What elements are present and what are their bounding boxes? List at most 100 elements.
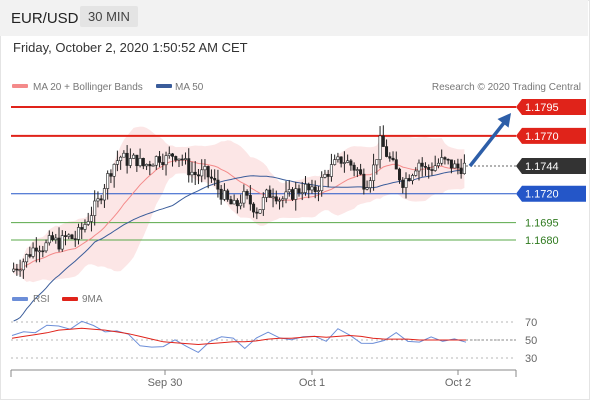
candle-body xyxy=(18,269,22,272)
candle xyxy=(420,157,424,177)
candle-body xyxy=(109,173,113,177)
candle xyxy=(307,182,311,199)
candle-body xyxy=(398,168,402,181)
candle-body xyxy=(456,163,460,169)
candle xyxy=(414,167,418,177)
header-bar: EUR/USD 30 MIN xyxy=(0,0,588,36)
candle xyxy=(248,185,252,211)
candle xyxy=(462,154,466,175)
candle-body xyxy=(355,169,359,171)
candle-body xyxy=(239,202,243,207)
candle-body xyxy=(443,157,447,160)
candle xyxy=(34,237,38,263)
candle xyxy=(404,172,408,199)
candle xyxy=(261,192,265,216)
ma50-legend-swatch xyxy=(156,84,172,88)
candle-body xyxy=(329,164,333,177)
candle xyxy=(89,206,93,232)
candle-body xyxy=(346,160,350,163)
candle xyxy=(167,146,171,159)
candle xyxy=(372,153,376,191)
candle-body xyxy=(222,190,226,200)
candle-body xyxy=(381,135,385,147)
candle xyxy=(323,169,327,179)
candle xyxy=(401,177,405,194)
candle xyxy=(132,153,136,159)
candle xyxy=(303,175,307,196)
candle xyxy=(336,152,340,163)
candle-body xyxy=(271,196,275,199)
candle xyxy=(196,168,200,185)
candle-body xyxy=(145,163,149,167)
candle xyxy=(203,159,207,180)
rsi-ma-line xyxy=(11,327,466,346)
rsi-ma-legend-label: 9MA xyxy=(82,294,103,305)
rsi-legend-swatch xyxy=(12,297,28,301)
forecast-arrow xyxy=(468,113,511,168)
candle-body xyxy=(67,234,71,237)
candle xyxy=(21,258,25,279)
candle xyxy=(51,231,55,242)
candle xyxy=(433,155,437,172)
candle xyxy=(138,148,142,168)
candle xyxy=(394,151,398,170)
candle xyxy=(183,152,187,165)
candle-body xyxy=(193,171,197,176)
ma20-legend-swatch xyxy=(12,84,28,88)
moving-averages xyxy=(13,159,465,322)
candle-body xyxy=(177,158,181,161)
candle-body xyxy=(362,173,366,190)
ma20-line xyxy=(13,159,465,271)
candle-body xyxy=(300,192,304,194)
candle-body xyxy=(112,164,116,177)
candle xyxy=(436,158,440,169)
level-1-1744-label: 1.1744 xyxy=(525,161,559,173)
candle-body xyxy=(180,158,184,161)
candle xyxy=(449,159,453,174)
candle-body xyxy=(420,162,424,167)
candles xyxy=(12,125,466,279)
candle xyxy=(430,162,434,176)
candle xyxy=(70,233,74,240)
candle-body xyxy=(433,165,437,171)
candle xyxy=(219,184,223,205)
candle-body xyxy=(151,164,155,167)
rsi-legend: RSI 9MA xyxy=(12,294,103,305)
candle xyxy=(255,207,259,220)
candle xyxy=(67,233,71,240)
candle-body xyxy=(102,188,106,201)
candle-body xyxy=(60,235,64,250)
timeframe-button[interactable]: 30 MIN xyxy=(80,6,138,27)
candle-body xyxy=(372,164,376,181)
candle-body xyxy=(414,170,418,176)
candle xyxy=(339,156,343,168)
candle xyxy=(161,153,165,170)
candle xyxy=(209,169,213,183)
candle xyxy=(342,151,346,173)
candle xyxy=(352,162,356,177)
candle xyxy=(385,139,389,158)
candle xyxy=(349,158,353,171)
candle-body xyxy=(417,162,421,172)
candle-body xyxy=(278,199,282,202)
candle xyxy=(242,184,246,208)
rsi-line xyxy=(11,320,467,354)
candle xyxy=(180,154,184,166)
candle-body xyxy=(96,198,100,202)
candle-body xyxy=(255,211,259,214)
candle xyxy=(271,188,275,208)
candle-body xyxy=(294,188,298,200)
candle-body xyxy=(44,242,48,252)
candle xyxy=(102,183,106,208)
candle xyxy=(274,190,278,205)
candle-body xyxy=(410,175,414,181)
candle-body xyxy=(252,203,256,213)
candle-body xyxy=(248,195,252,205)
candle xyxy=(141,157,145,170)
candle-body xyxy=(148,163,152,167)
ma50-legend-label: MA 50 xyxy=(175,82,204,93)
candle xyxy=(427,164,431,179)
bollinger-band-fill xyxy=(13,126,465,283)
rsi-ma-legend-swatch xyxy=(62,297,78,301)
candle xyxy=(423,162,427,176)
